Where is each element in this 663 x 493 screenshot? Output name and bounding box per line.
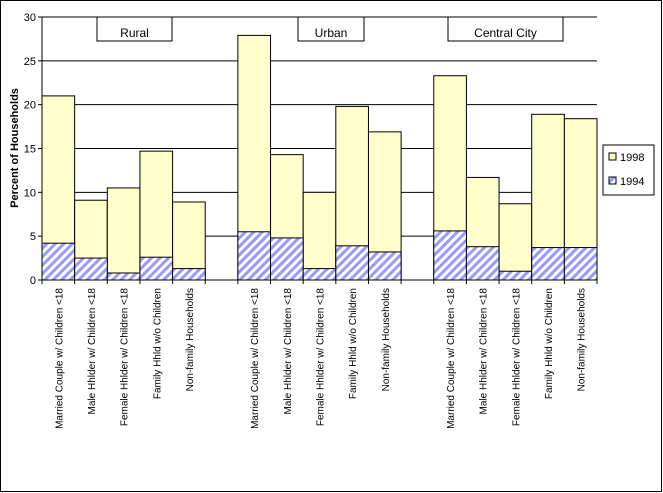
x-tick-label: Married Couple w/ Children <18 [54, 288, 65, 429]
bar [172, 268, 206, 281]
group-label-box [96, 16, 173, 42]
legend-swatch [608, 176, 617, 185]
y-tick-label: 10 [24, 187, 36, 199]
x-tick-label: Female Hhlder w/ Children <18 [120, 288, 131, 427]
group-label: Central City [474, 26, 537, 40]
y-tick-label: 20 [24, 100, 36, 112]
legend-label: 1994 [620, 176, 644, 188]
x-tick-label: Female Hhlder w/ Children <18 [316, 288, 327, 427]
x-tick-label: Married Couple w/ Children <18 [446, 288, 457, 429]
bar [139, 256, 174, 281]
group-label-box [447, 16, 564, 42]
bar [106, 272, 141, 281]
x-tick-label: Married Couple w/ Children <18 [250, 288, 261, 429]
x-tick-label: Male Hhlder w/ Children <18 [87, 288, 98, 415]
bar [302, 268, 337, 281]
bar [237, 231, 272, 281]
bar [367, 251, 402, 281]
y-tick-label: 30 [24, 12, 36, 24]
group-label: Urban [315, 26, 348, 40]
bar [74, 257, 108, 281]
legend-label: 1998 [620, 152, 644, 164]
bar [335, 245, 369, 281]
legend-swatch [608, 152, 617, 161]
x-tick-label: Non-family Households [185, 288, 196, 391]
bar [433, 230, 467, 281]
x-tick-label: Family Hhld w/o Children [544, 288, 555, 399]
y-tick-label: 0 [30, 275, 36, 287]
x-tick-label: Male Hhlder w/ Children <18 [283, 288, 294, 415]
x-tick-label: Family Hhld w/o Children [152, 288, 163, 399]
bar [563, 247, 598, 281]
group-label: Rural [120, 26, 149, 40]
x-tick-label: Male Hhlder w/ Children <18 [479, 288, 490, 415]
y-axis-label: Percent of Households [9, 88, 21, 208]
bar [172, 201, 206, 281]
group-label-box [297, 16, 365, 42]
bar [498, 203, 533, 281]
bar [270, 237, 304, 281]
x-tick-label: Non-family Households [381, 288, 392, 391]
x-tick-label: Female Hhlder w/ Children <18 [511, 288, 522, 427]
x-tick-label: Non-family Households [577, 288, 588, 391]
y-tick-label: 25 [24, 56, 36, 68]
bar [465, 246, 500, 281]
x-tick-label: Family Hhld w/o Children [348, 288, 359, 399]
y-tick-label: 5 [30, 231, 36, 243]
y-tick-label: 15 [24, 144, 36, 156]
bar [498, 270, 533, 281]
bar [531, 247, 565, 281]
bar [41, 242, 76, 281]
bar [106, 187, 141, 281]
bar [302, 191, 337, 281]
